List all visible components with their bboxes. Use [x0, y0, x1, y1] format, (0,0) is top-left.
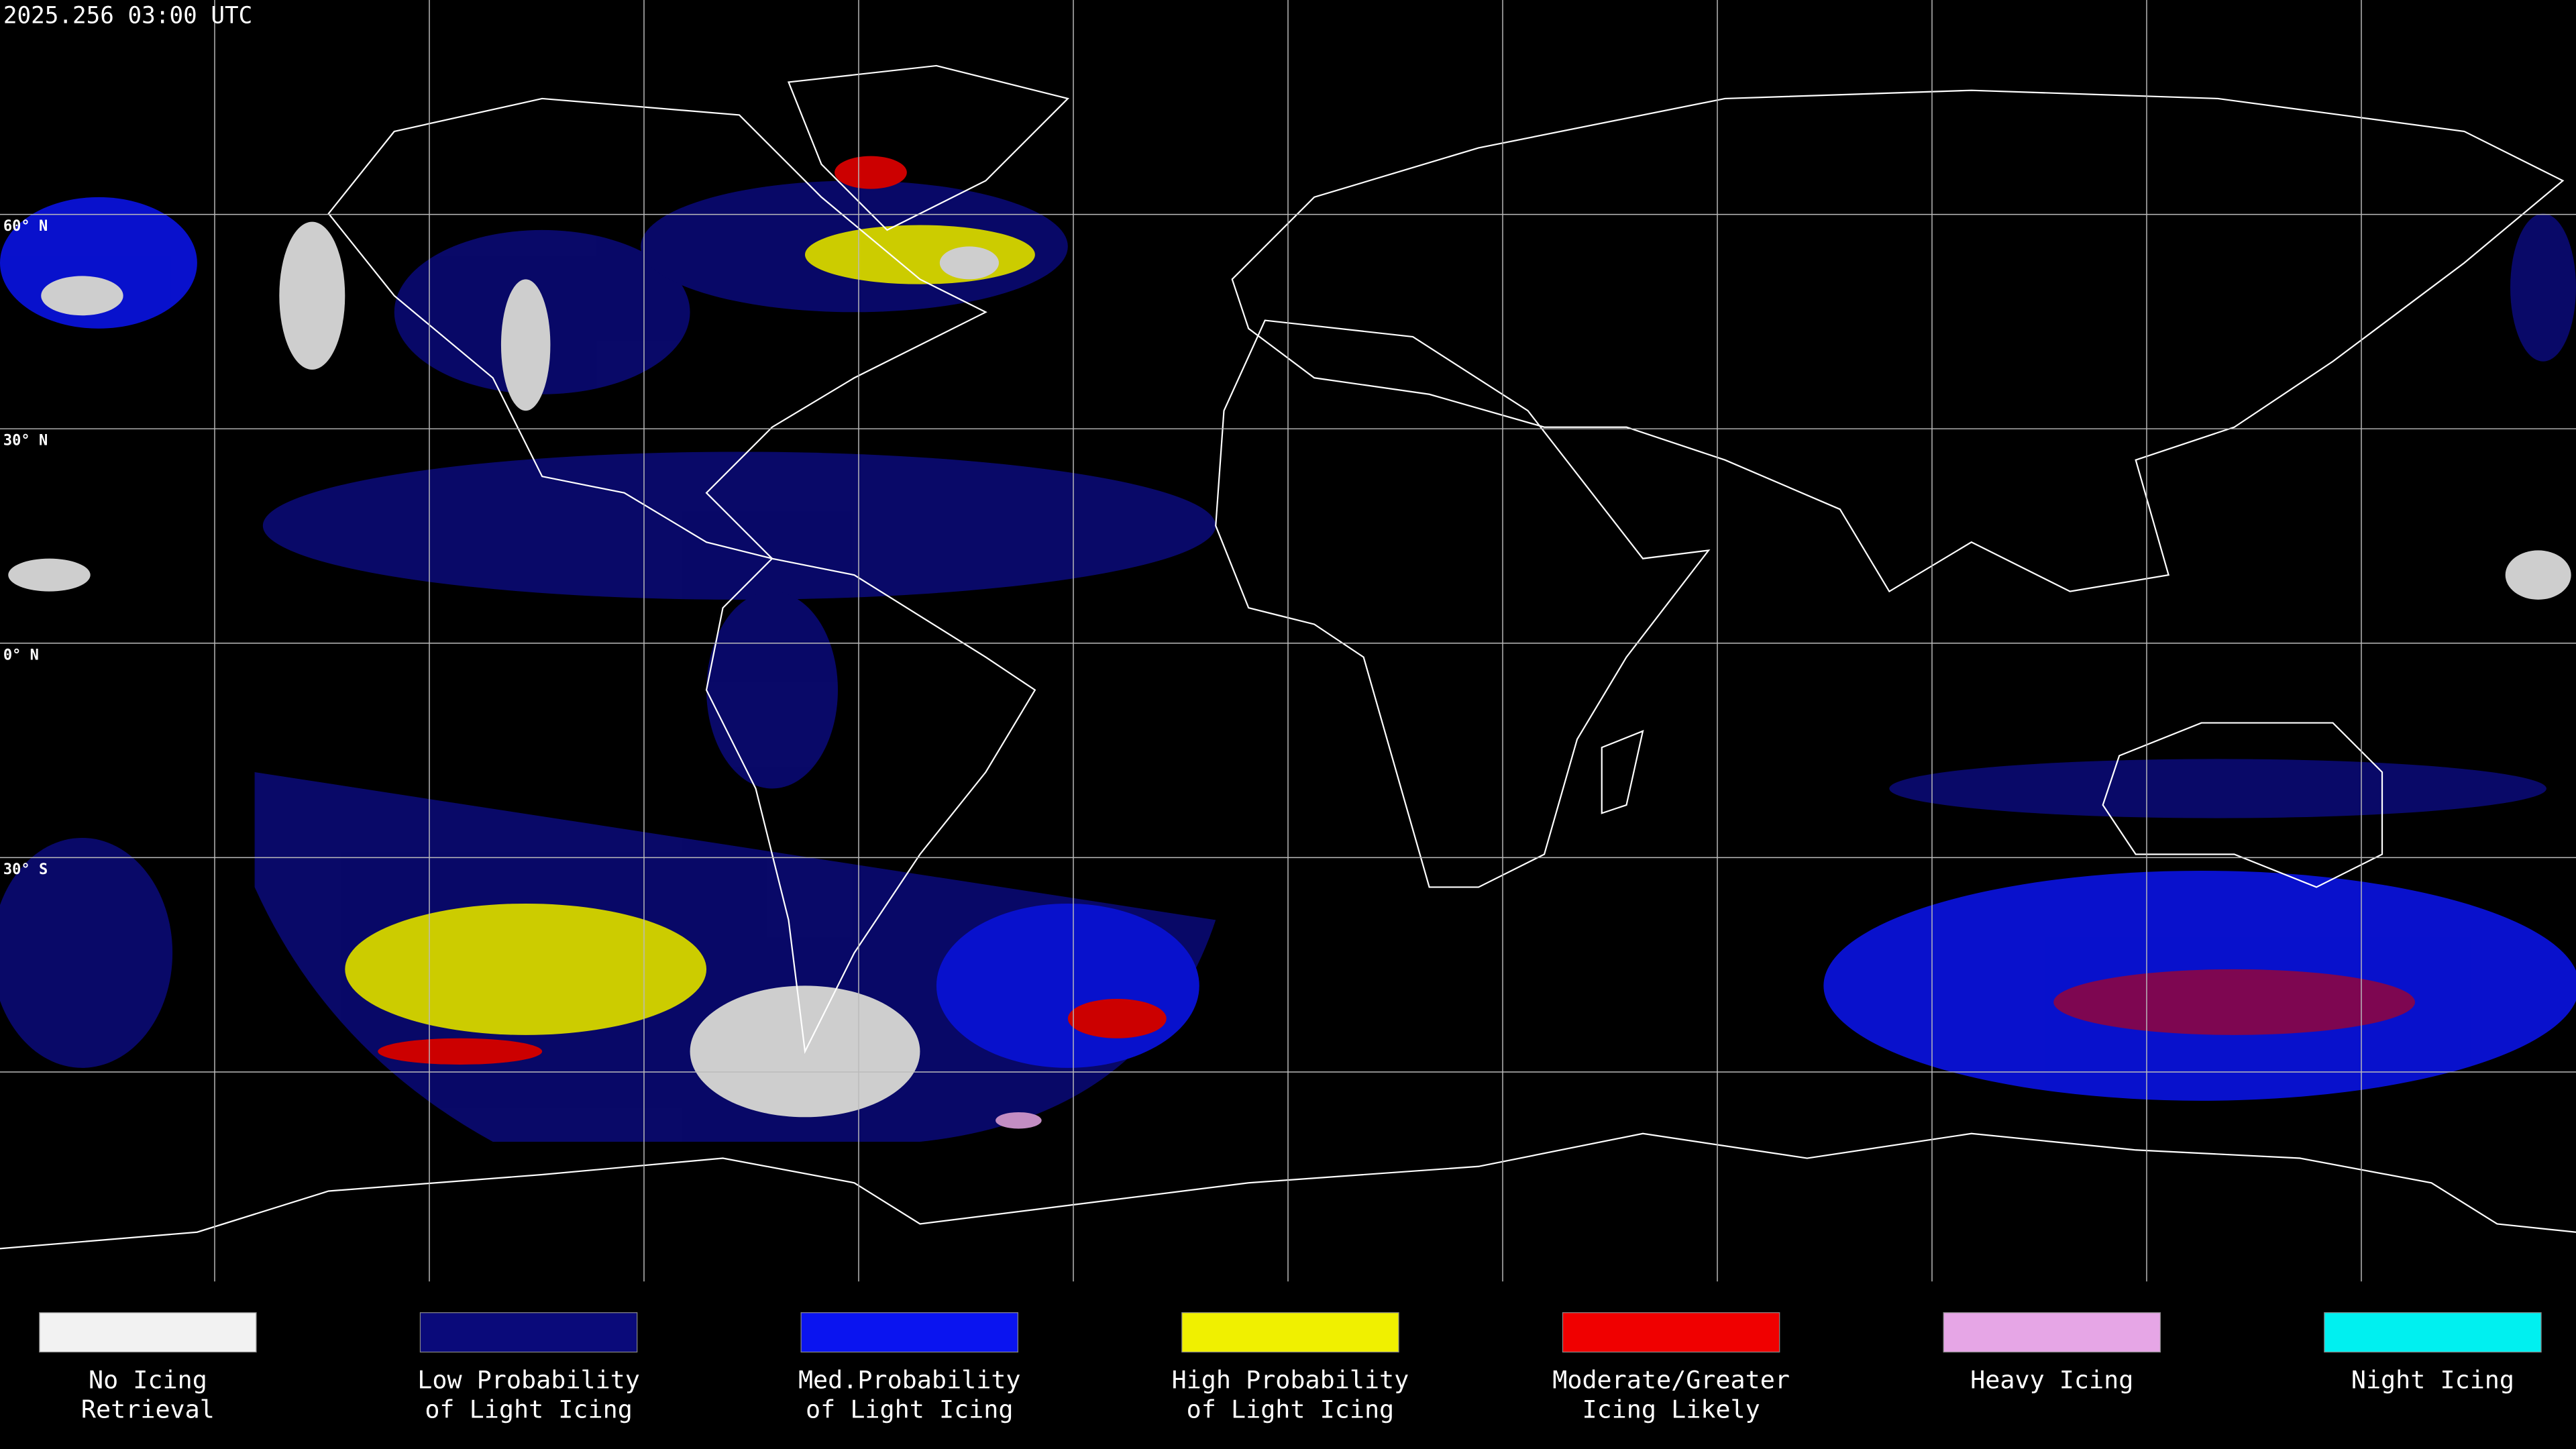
legend-swatch: [1943, 1312, 2161, 1353]
patch: [706, 591, 838, 789]
legend-swatch: [419, 1312, 638, 1353]
legend-label: No Icing: [89, 1365, 207, 1394]
patch: [8, 558, 91, 592]
patch: [936, 903, 1199, 1068]
legend-label: of Light Icing: [1187, 1395, 1395, 1424]
latitude-label: 60° N: [3, 218, 48, 235]
patch: [1889, 759, 2546, 818]
coastline: [787, 64, 1069, 231]
patch: [2505, 550, 2571, 600]
patch: [279, 221, 345, 370]
patch: [378, 1038, 543, 1065]
legend-label: Med.Probability: [798, 1365, 1021, 1394]
legend-swatch: [2324, 1312, 2542, 1353]
coastline: [1231, 89, 2565, 593]
legend-label: Night Icing: [2351, 1365, 2514, 1394]
patch: [805, 225, 1035, 284]
patch: [500, 279, 551, 411]
coastline: [1601, 729, 1644, 814]
legend-swatch: [39, 1312, 257, 1353]
legend-label: Low Probability: [417, 1365, 640, 1394]
latitude-label: 30° N: [3, 433, 48, 449]
patch: [345, 903, 707, 1035]
coastline: [1215, 319, 1711, 888]
legend-label: Moderate/Greater: [1552, 1365, 1790, 1394]
patch: [41, 276, 123, 316]
legend-swatch: [1562, 1312, 1780, 1353]
coastline: [2102, 722, 2383, 888]
patch: [939, 246, 999, 280]
patch: [835, 156, 907, 189]
latitude-label: 30° S: [3, 861, 48, 878]
legend-swatch: [1181, 1312, 1399, 1353]
legend-label: of Light Icing: [806, 1395, 1014, 1424]
legend-swatch: [800, 1312, 1019, 1353]
patch: [1067, 998, 1167, 1038]
coastline: [0, 1132, 2576, 1250]
legend-label: Icing Likely: [1582, 1395, 1760, 1424]
coastline: [327, 97, 987, 560]
legend-label: High Probability: [1172, 1365, 1409, 1394]
timestamp: 2025.256 03:00 UTC: [3, 2, 252, 29]
latitude-label: 0° N: [3, 647, 39, 663]
patch: [0, 838, 173, 1068]
patch: [996, 1112, 1042, 1129]
legend-label: of Light Icing: [425, 1395, 633, 1424]
legend-label: Heavy Icing: [1970, 1365, 2133, 1394]
patch: [2053, 969, 2415, 1035]
patch: [2510, 213, 2576, 362]
coastlines: [0, 64, 2576, 1250]
legend-label: Retrieval: [81, 1395, 215, 1424]
coastline: [705, 557, 1036, 1055]
graticule: 60° N 30° N 0° N 30° S: [0, 0, 2576, 1282]
